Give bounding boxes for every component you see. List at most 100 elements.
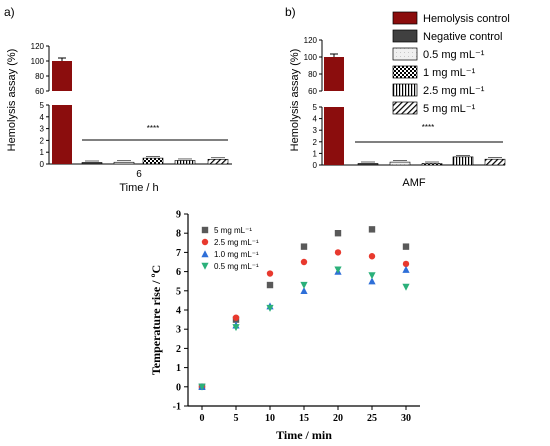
panel-a-xlabel: Time / h: [119, 182, 158, 194]
scatter-legend-label: 0.5 mg mL⁻¹: [214, 262, 259, 271]
y-tick-label: 100: [31, 57, 45, 66]
panel-a-bars: [52, 57, 229, 165]
legend-swatch: [392, 101, 418, 115]
scatter-point: [334, 249, 342, 256]
scatter-point: [232, 324, 240, 332]
y-tick-label: 80: [35, 72, 44, 81]
scatter-legend-marker: [201, 238, 209, 246]
panel-a-hemolysis-time: a) Hemolysis assay (%) Time / h 6 **** 6…: [4, 5, 232, 194]
y-tick-label: 120: [31, 42, 45, 51]
scatter-point: [402, 260, 410, 268]
panel-a-label: a): [4, 5, 15, 19]
bar: [421, 163, 443, 166]
legend-swatch: [392, 29, 418, 43]
scatter-point: [300, 287, 308, 294]
y-tick-label: 60: [35, 87, 44, 96]
scatter-y-tick-label: 4: [176, 306, 181, 317]
scatter-point: [198, 383, 206, 391]
scatter-y-tick-label: 5: [176, 286, 181, 297]
legend-label: 2.5 mg mL⁻¹: [423, 85, 485, 97]
bar-upper-segment: [324, 57, 344, 91]
bar: [81, 162, 103, 165]
legend-label: 1 mg mL⁻¹: [423, 67, 476, 79]
panel-b-hemolysis-amf: b) Hemolysis assay (%) AMF **** 60 80 100 1…: [285, 5, 506, 189]
scatter-point: [232, 314, 240, 321]
panel-b-label: b): [285, 5, 296, 19]
scatter-point: [402, 243, 410, 250]
scatter-point: [402, 283, 410, 291]
bar-upper-segment: [52, 61, 72, 91]
y-tick-label: 1: [40, 148, 45, 157]
scatter-x-tick-label: 25: [367, 413, 377, 424]
y-tick-label: 4: [40, 113, 45, 122]
panel-a-category-label: 6: [136, 169, 142, 180]
scatter-point: [368, 277, 376, 285]
panel-b-bars: [324, 53, 506, 166]
legend-swatch: [392, 83, 418, 97]
scatter-point: [334, 266, 342, 274]
legend-label: Negative control: [423, 31, 503, 43]
bar: [113, 161, 135, 165]
scatter-y-tick-label: 3: [176, 325, 181, 336]
scatter-point: [368, 272, 376, 280]
panel-a-ylabel: Hemolysis assay (%): [6, 49, 18, 152]
bar: [174, 160, 196, 165]
panel-b-upper-ticks: 60 80 100 120: [304, 36, 323, 96]
scatter-point: [300, 243, 308, 250]
scatter-point: [266, 270, 274, 277]
scatter-x-tick-label: 0: [200, 413, 205, 424]
legend-swatch: [392, 65, 418, 79]
scatter-legend-label: 2.5 mg mL⁻¹: [214, 238, 259, 247]
bar-legend: Hemolysis control Negative control 0.5 mg …: [392, 11, 510, 115]
scatter-y-tick-label: 1: [176, 363, 181, 374]
panel-b-significance: ****: [422, 123, 434, 132]
scatter-x-tick-label: 15: [299, 413, 309, 424]
panel-c-temperature-rise: Temperature rise / ºC Time / min -1 0 1 2 3 4…: [149, 210, 420, 442]
scatter-y-tick-label: 7: [176, 248, 181, 259]
panel-b-xlabel: AMF: [402, 177, 426, 189]
legend-label: Hemolysis control: [423, 13, 510, 25]
scatter-legend-label: 1.0 mg mL⁻¹: [214, 250, 259, 259]
scatter-point: [266, 281, 274, 289]
scatter-ylabel: Temperature rise / ºC: [149, 265, 163, 375]
panel-b-ylabel: Hemolysis assay (%): [289, 49, 301, 152]
y-tick-label: 0: [313, 161, 318, 170]
scatter-y-tick-label: 6: [176, 267, 181, 278]
scatter-axes: -1 0 1 2 3 4 5 6 7 8 9 0 5 10 15 20 25 30: [173, 210, 420, 424]
scatter-legend-marker: [201, 250, 209, 258]
legend-swatch: [392, 47, 418, 61]
bar: [207, 158, 229, 165]
bar: [389, 161, 411, 166]
legend-label: 5 mg mL⁻¹: [423, 103, 476, 115]
bar: [484, 158, 506, 166]
scatter-x-tick-label: 30: [401, 413, 411, 424]
y-tick-label: 0: [40, 160, 45, 169]
panel-b-lower-ticks: 0 1 2 3 4 5: [313, 103, 505, 170]
scatter-legend-label: 5 mg mL⁻¹: [214, 226, 252, 235]
y-tick-label: 1: [313, 149, 318, 158]
y-tick-label: 60: [308, 87, 317, 96]
scatter-point: [266, 304, 274, 312]
y-tick-label: 80: [308, 70, 317, 79]
y-tick-label: 4: [313, 115, 318, 124]
scatter-points: [198, 226, 410, 391]
y-tick-label: 2: [313, 138, 318, 147]
scatter-point: [368, 226, 376, 233]
panel-a-upper-ticks: 60 80 100 120: [31, 42, 50, 96]
scatter-y-tick-label: 0: [176, 382, 181, 393]
panel-a-significance: ****: [147, 124, 159, 133]
y-tick-label: 2: [40, 136, 45, 145]
y-tick-label: 100: [304, 53, 318, 62]
scatter-y-tick-label: -1: [173, 402, 181, 413]
scatter-x-tick-label: 10: [265, 413, 275, 424]
scatter-y-tick-label: 9: [176, 210, 181, 221]
scatter-point: [402, 265, 410, 273]
scatter-point: [300, 258, 308, 266]
scatter-x-tick-label: 5: [234, 413, 239, 424]
scatter-x-tick-label: 20: [333, 413, 343, 424]
y-tick-label: 120: [304, 36, 318, 45]
scatter-y-tick-label: 8: [176, 229, 181, 240]
bar-lower-segment: [52, 105, 72, 164]
bar: [142, 157, 164, 165]
